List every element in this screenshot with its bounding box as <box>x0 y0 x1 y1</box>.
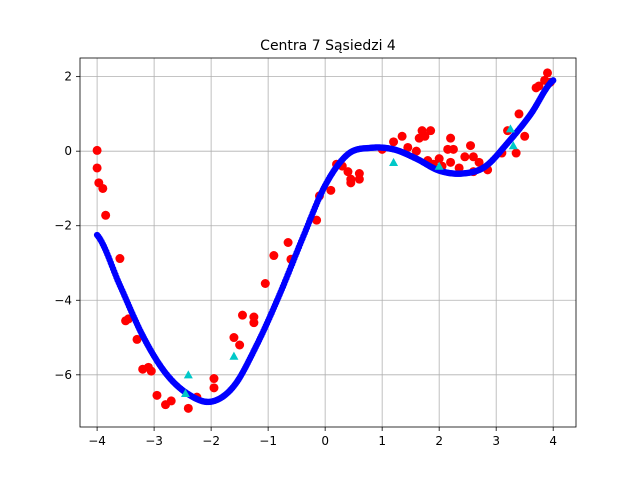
x-tick-label: 1 <box>378 434 386 448</box>
x-tick-label: 2 <box>435 434 443 448</box>
triangle-marker <box>183 370 193 379</box>
plot-data <box>92 68 557 413</box>
x-tick-label: −2 <box>202 434 220 448</box>
red-point <box>514 109 524 119</box>
y-tick-label: 0 <box>64 144 72 158</box>
red-point <box>511 148 521 158</box>
y-tick-label: −2 <box>54 219 72 233</box>
x-tick-label: 3 <box>492 434 500 448</box>
red-point <box>448 144 458 154</box>
red-point <box>229 333 239 343</box>
x-tick-label: 0 <box>321 434 329 448</box>
x-tick-label: −1 <box>259 434 277 448</box>
red-point <box>269 251 279 261</box>
red-point <box>146 366 156 376</box>
red-point <box>389 137 399 147</box>
red-point <box>468 152 478 162</box>
red-point <box>397 131 407 141</box>
red-point <box>542 68 552 78</box>
x-tick-label: −3 <box>145 434 163 448</box>
red-point <box>446 157 456 167</box>
triangle-marker <box>434 161 444 170</box>
red-point <box>237 310 247 320</box>
red-point <box>166 396 176 406</box>
red-point <box>115 254 125 264</box>
red-point <box>466 141 476 151</box>
red-point <box>209 383 219 393</box>
red-point <box>343 167 353 177</box>
red-point <box>446 133 456 143</box>
red-point <box>183 403 193 413</box>
red-point <box>152 390 162 400</box>
red-point <box>403 142 413 152</box>
red-point <box>534 81 544 91</box>
red-point <box>132 334 142 344</box>
x-tick-label: −4 <box>88 434 106 448</box>
red-point <box>92 163 102 173</box>
red-point <box>434 154 444 164</box>
curve-point <box>549 77 557 84</box>
red-point <box>520 131 530 141</box>
red-point <box>326 185 336 195</box>
red-point <box>98 183 108 193</box>
y-tick-label: 2 <box>64 70 72 84</box>
triangle-marker <box>229 351 239 360</box>
red-point <box>454 163 464 173</box>
red-point <box>260 279 270 288</box>
red-point <box>283 238 293 247</box>
grid <box>80 58 576 427</box>
triangle-marker <box>180 388 190 398</box>
triangle-marker <box>389 157 399 166</box>
red-point <box>411 146 421 156</box>
red-point <box>209 374 219 384</box>
red-point <box>235 340 245 350</box>
red-point <box>354 174 364 184</box>
y-tick-label: −6 <box>54 368 72 382</box>
x-tick-label: 4 <box>549 434 557 448</box>
red-point <box>312 215 322 225</box>
y-tick-label: −4 <box>54 293 72 307</box>
red-point <box>249 318 259 328</box>
red-point <box>346 178 356 188</box>
chart-title: Centra 7 Sąsiedzi 4 <box>260 38 396 54</box>
red-point <box>92 145 102 155</box>
axes-frame <box>79 57 577 428</box>
triangle-marker <box>508 141 518 150</box>
axis-ticks: −4 −3 −2 −1 0 1 2 3 4 −6 −4 −2 0 2 <box>54 70 557 448</box>
red-point <box>474 157 484 167</box>
red-point <box>460 152 470 162</box>
red-point <box>101 210 111 220</box>
red-point <box>420 131 430 141</box>
red-point <box>426 126 436 136</box>
triangle-marker <box>505 124 515 133</box>
